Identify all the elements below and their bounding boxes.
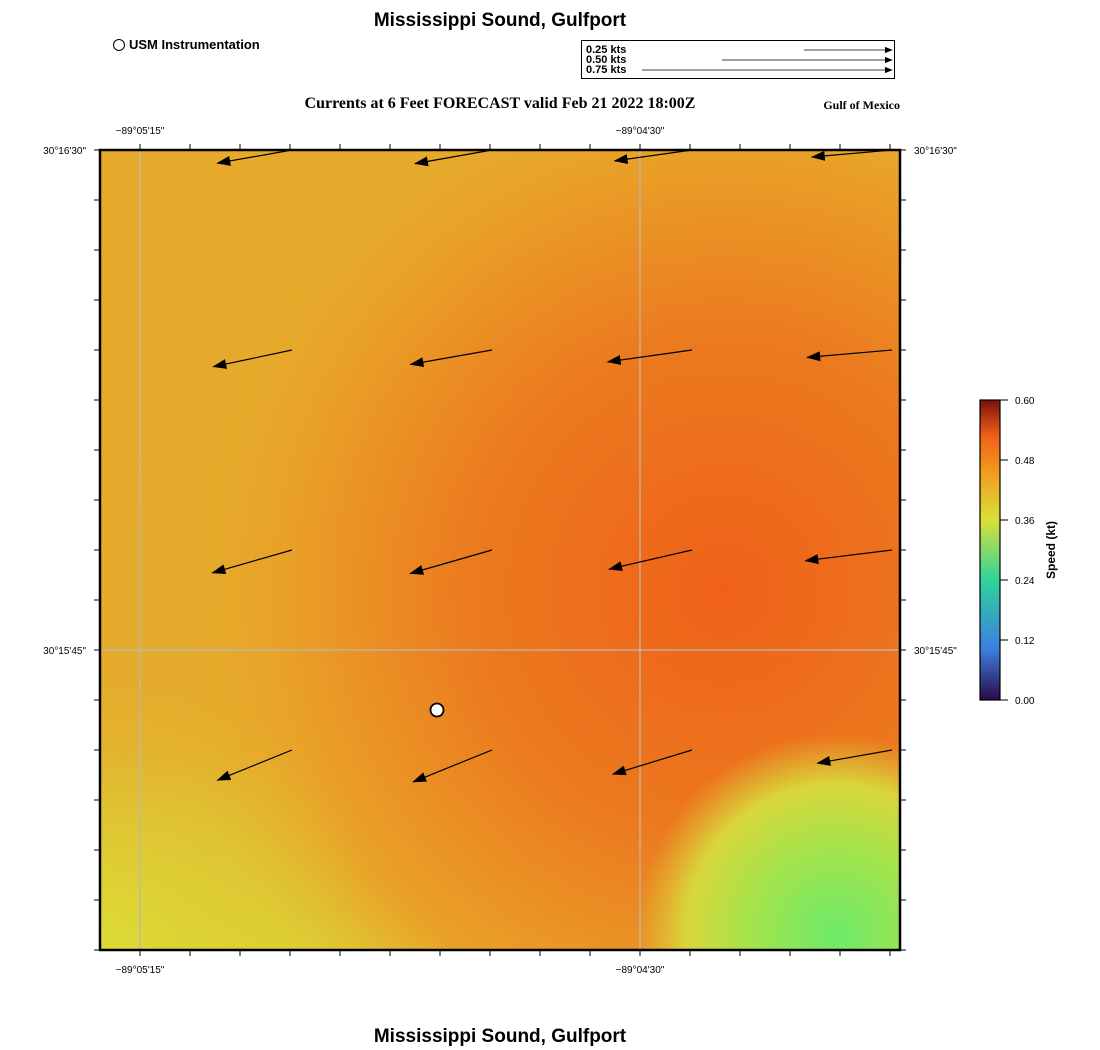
map-footer-title: Mississippi Sound, Gulfport [373,1026,627,1047]
current-vector-r1-c2 [606,349,693,365]
scale-label-025: 0.25 kts [586,44,627,56]
colorbar-tick-label: 0.60 [1015,396,1035,407]
lon-label-top-2: −89°04'30" [616,126,665,137]
station-legend-label: USM Instrumentation [129,37,260,52]
colorbar-tick-label: 0.48 [1015,456,1035,467]
map-title: Mississippi Sound, Gulfport [373,10,627,31]
colorbar-tick-label: 0.12 [1015,636,1035,647]
current-vector-r3-c2 [611,749,693,776]
frame-ticks [94,144,906,956]
scale-label-075: 0.75 kts [586,64,627,76]
station-marker-icon [113,38,125,51]
current-vector-r2-c1 [409,549,493,575]
station-marker[interactable] [429,702,445,718]
station-legend: USM Instrumentation [113,37,260,52]
colorbar-title: Speed (kt) [1044,521,1058,579]
graticule [100,150,900,950]
colorbar-tick-label: 0.36 [1015,516,1035,527]
region-label: Gulf of Mexico [823,98,900,112]
colorbar: 0.00 0.12 0.24 0.36 0.48 0.60 Speed (kt) [979,396,1058,707]
lat-label-left-1: 30°16'30" [43,146,86,157]
scale-arrows [642,46,893,74]
current-vector-r2-c0 [211,549,293,575]
vector-scale-legend: 0.25 kts 0.50 kts 0.75 kts [581,40,895,79]
current-vector-r1-c1 [409,349,493,368]
scale-label-050: 0.50 kts [586,54,627,66]
current-vector-r3-c3 [816,749,893,766]
current-vector-r1-c0 [212,349,293,369]
forecast-subtitle: Currents at 6 Feet FORECAST valid Feb 21… [304,95,696,112]
colorbar-ramp [979,399,1001,701]
lat-label-right-2: 30°15'45" [914,646,957,657]
lat-label-right-1: 30°16'30" [914,146,957,157]
current-vector-r3-c0 [216,749,293,781]
current-vectors [211,149,893,783]
current-vector-r3-c1 [412,749,493,783]
colorbar-tick-label: 0.24 [1015,576,1035,587]
current-vector-r1-c3 [806,349,893,362]
current-vector-r0-c1 [414,149,493,167]
current-vector-r2-c2 [608,549,693,572]
lat-label-left-2: 30°15'45" [43,646,86,657]
current-vector-r0-c2 [613,149,693,165]
lon-label-bottom-1: −89°05'15" [116,965,165,976]
current-vector-r0-c0 [216,149,293,166]
current-vector-r0-c3 [810,149,893,161]
lon-label-top-1: −89°05'15" [116,126,165,137]
speed-field [100,150,900,950]
current-vector-r2-c3 [804,549,893,565]
lon-label-bottom-2: −89°04'30" [616,965,665,976]
colorbar-tick-label: 0.00 [1015,696,1035,707]
